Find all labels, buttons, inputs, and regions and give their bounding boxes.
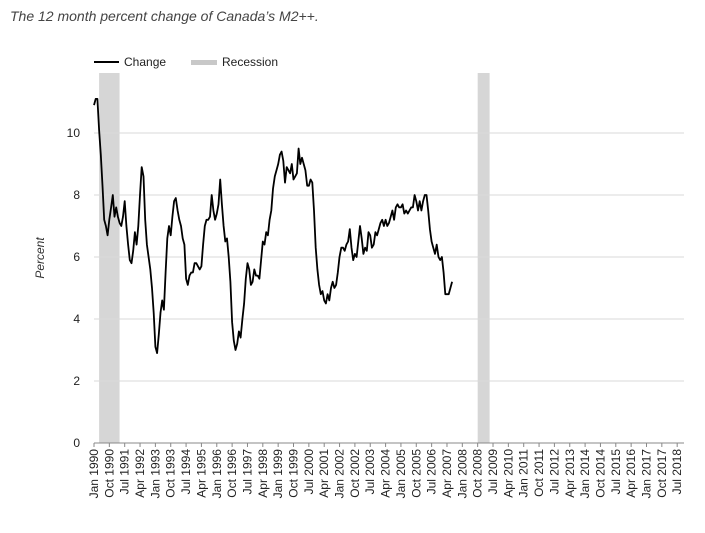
x-tick-label: Apr 2013 bbox=[563, 449, 577, 498]
x-tick-label: Oct 2014 bbox=[593, 449, 607, 498]
x-tick-label: Jan 2008 bbox=[455, 449, 469, 499]
x-tick-label: Apr 2010 bbox=[501, 449, 515, 498]
y-tick-label: 6 bbox=[73, 250, 80, 264]
x-tick-label: Jan 2014 bbox=[578, 449, 592, 499]
x-tick-label: Apr 1992 bbox=[133, 449, 147, 498]
x-axis-ticks: Jan 1990 Oct 1990 Jul 1991 Apr 1992 Jan 1993… bbox=[87, 443, 684, 498]
x-tick-label: Oct 2011 bbox=[532, 449, 546, 497]
y-tick-label: 8 bbox=[73, 188, 80, 202]
x-tick-label: Oct 1990 bbox=[102, 449, 116, 498]
recession-bands bbox=[99, 73, 490, 443]
x-tick-label: Jan 1990 bbox=[87, 449, 101, 499]
x-tick-label: Apr 2007 bbox=[440, 449, 454, 498]
x-tick-label: Jul 2012 bbox=[547, 449, 561, 495]
series-line-change bbox=[93, 98, 453, 355]
x-tick-label: Jul 2003 bbox=[363, 449, 377, 495]
x-tick-label: Oct 1993 bbox=[164, 449, 178, 498]
x-tick-label: Jul 2015 bbox=[609, 449, 623, 495]
x-tick-label: Oct 1996 bbox=[225, 449, 239, 498]
chart-title: The 12 month percent change of Canada’s … bbox=[10, 8, 319, 24]
x-tick-label: Jan 1999 bbox=[271, 449, 285, 499]
legend: Change Recession bbox=[94, 55, 278, 69]
x-tick-label: Jan 2002 bbox=[333, 449, 347, 499]
recession-band bbox=[99, 73, 120, 443]
x-tick-label: Jul 2006 bbox=[425, 449, 439, 495]
x-tick-label: Jul 1991 bbox=[118, 449, 132, 495]
x-tick-label: Jan 1993 bbox=[148, 449, 162, 499]
x-tick-label: Oct 2008 bbox=[471, 449, 485, 498]
x-tick-label: Jan 2017 bbox=[639, 449, 653, 499]
x-tick-label: Jul 1997 bbox=[240, 449, 254, 495]
x-tick-label: Apr 2001 bbox=[317, 449, 331, 498]
x-tick-label: Oct 1999 bbox=[287, 449, 301, 498]
recession-band bbox=[477, 73, 490, 443]
x-tick-label: Oct 2017 bbox=[655, 449, 669, 498]
x-tick-label: Jan 1996 bbox=[210, 449, 224, 499]
y-tick-label: 2 bbox=[73, 374, 80, 388]
x-tick-label: Oct 2005 bbox=[409, 449, 423, 498]
legend-recession-swatch bbox=[191, 60, 217, 65]
x-tick-label: Jul 2009 bbox=[486, 449, 500, 495]
legend-recession-label: Recession bbox=[222, 55, 278, 69]
y-tick-label: 4 bbox=[73, 312, 80, 326]
series-layer bbox=[93, 98, 453, 355]
x-tick-label: Jul 2018 bbox=[670, 449, 684, 495]
x-tick-label: Apr 2016 bbox=[624, 449, 638, 498]
x-tick-label: Apr 2004 bbox=[379, 449, 393, 498]
x-tick-label: Jan 2005 bbox=[394, 449, 408, 499]
y-axis-ticks: 0 2 4 6 8 10 bbox=[67, 126, 81, 450]
x-tick-label: Apr 1995 bbox=[194, 449, 208, 498]
y-tick-label: 0 bbox=[73, 436, 80, 450]
y-tick-label: 10 bbox=[67, 126, 81, 140]
x-tick-label: Jul 1994 bbox=[179, 449, 193, 495]
x-tick-label: Jul 2000 bbox=[302, 449, 316, 495]
legend-change-label: Change bbox=[124, 55, 166, 69]
x-tick-label: Jan 2011 bbox=[517, 449, 531, 498]
y-axis-label: Percent bbox=[33, 237, 47, 279]
x-tick-label: Apr 1998 bbox=[256, 449, 270, 498]
gridlines bbox=[94, 132, 684, 444]
x-tick-label: Oct 2002 bbox=[348, 449, 362, 498]
